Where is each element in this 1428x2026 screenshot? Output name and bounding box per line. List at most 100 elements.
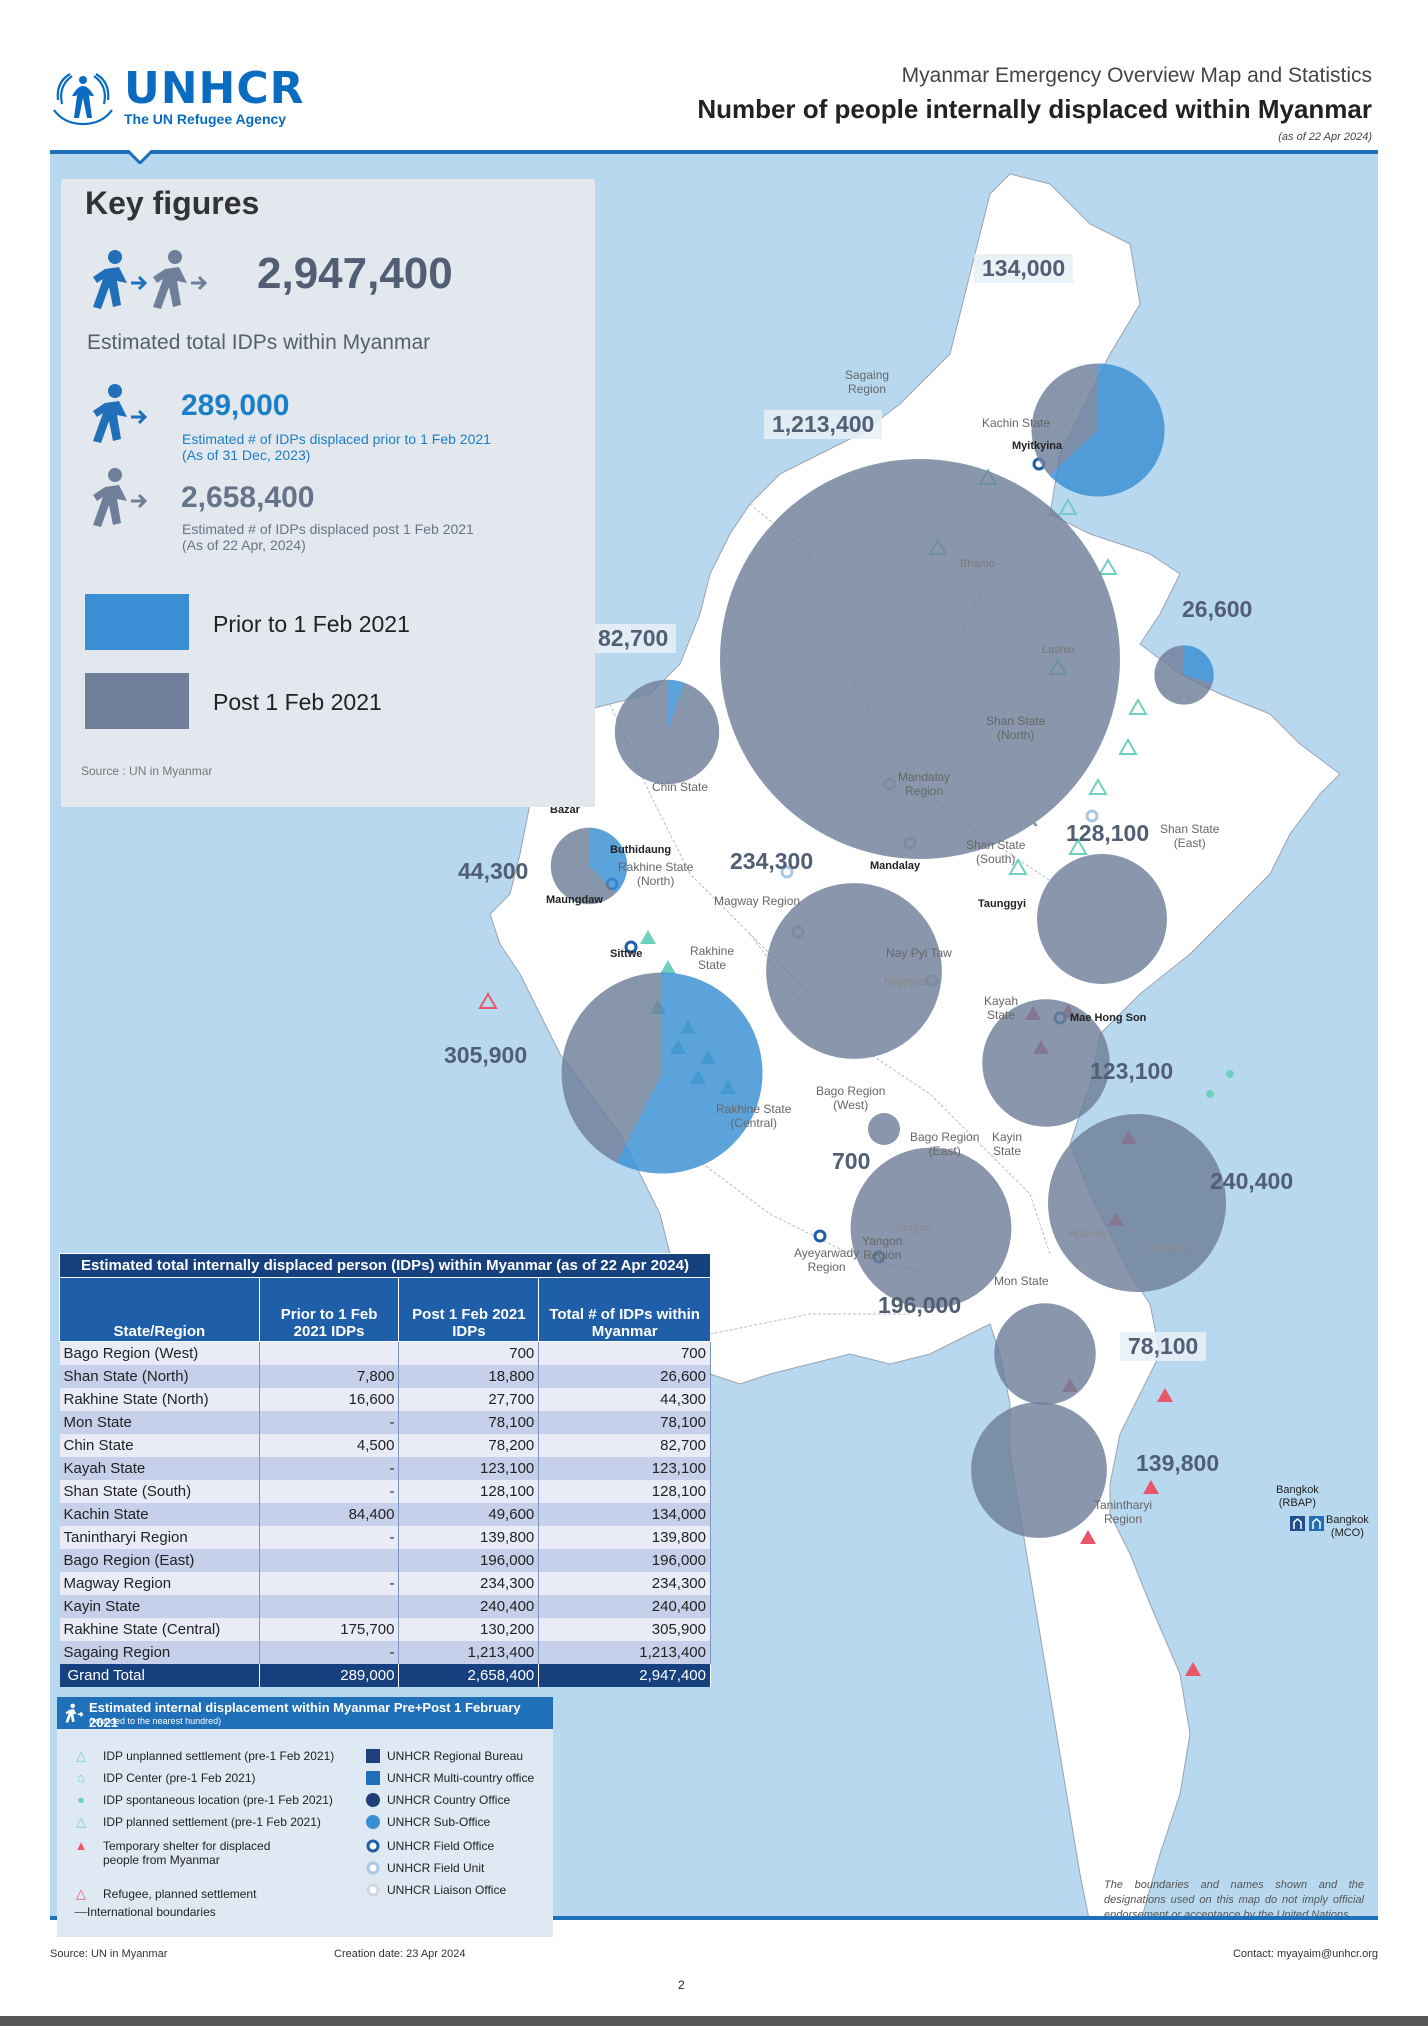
idp-bubbles-layer	[550, 363, 1227, 1538]
post-idps-icon	[93, 468, 148, 527]
bubble-post-slice	[1037, 854, 1167, 984]
table-row: Chin State 4,500 78,200 82,700	[59, 1433, 711, 1457]
cell-total: 78,100	[538, 1410, 711, 1434]
cell-region: Kayah State	[59, 1456, 260, 1480]
label-kachin: Kachin State	[982, 416, 1051, 430]
grand-total-all: 2,947,400	[538, 1663, 711, 1687]
city-mae-sot: Mae Sot	[1146, 1242, 1187, 1254]
table-header-total: Total # of IDPs within Myanmar	[538, 1277, 711, 1342]
refugee-settlement-markers	[478, 991, 498, 1009]
cell-post: 240,400	[398, 1594, 540, 1618]
city-taunggyi: Taunggyi	[978, 898, 1027, 910]
value-chin: 82,700	[590, 624, 677, 653]
unhcr-emblem-icon	[53, 73, 113, 126]
bubble-post-slice	[994, 1303, 1096, 1405]
cell-prior: -	[259, 1571, 400, 1595]
page-title: Number of people internally displaced wi…	[697, 94, 1372, 124]
cell-total: 44,300	[538, 1387, 711, 1411]
label-bangkok-rbap: Bangkok (RBAP)	[1276, 1484, 1319, 1509]
idp-center-icon: ⌂	[77, 1770, 85, 1785]
legend-header: Estimated internal displacement within M…	[57, 1697, 553, 1730]
header-notch	[127, 150, 153, 164]
temporary-shelter-icon: ▲	[74, 1838, 88, 1853]
cell-region: Magway Region	[59, 1571, 260, 1595]
table-row: Rakhine State (Central) 175,700 130,200 305…	[59, 1617, 711, 1641]
table-row: Rakhine State (North) 16,600 27,700 44,300	[59, 1387, 711, 1411]
value-tanintharyi: 139,800	[1136, 1450, 1220, 1476]
refugee-settlement-icon: △	[76, 1886, 86, 1901]
label-yangon: Yangon Region	[862, 1234, 903, 1262]
cell-region: Shan State (North)	[59, 1364, 260, 1388]
cell-total: 128,100	[538, 1479, 711, 1503]
key-figures-source: Source : UN in Myanmar	[81, 764, 213, 778]
label-shan-north: Shan State (North)	[986, 714, 1046, 742]
city-mandalay: Mandalay	[870, 860, 921, 872]
key-figures-panel: Key figures 2,947,400 Estimated total ID…	[61, 179, 595, 807]
cell-total: 234,300	[538, 1571, 711, 1595]
cell-region: Kayin State	[59, 1594, 260, 1618]
post-idps-value: 2,658,400	[181, 481, 315, 514]
country-label: MYANMAR	[840, 800, 1048, 833]
label-bangkok-mco: Bangkok (MCO)	[1326, 1514, 1369, 1539]
cell-total: 82,700	[538, 1433, 711, 1457]
cell-prior: -	[259, 1525, 400, 1549]
legend-item: UNHCR Sub-Office	[387, 1815, 491, 1829]
bubble-bago-east	[850, 1147, 1012, 1309]
map-disclaimer: The boundaries and names shown and the d…	[1104, 1879, 1364, 1920]
cell-region: Tanintharyi Region	[59, 1525, 260, 1549]
city-buthidaung: Buthidaung	[610, 844, 672, 856]
city-bhamo: Bhamo	[960, 558, 995, 570]
cell-post: 139,800	[398, 1525, 540, 1549]
cell-post: 700	[398, 1341, 540, 1365]
cell-prior: -	[259, 1410, 400, 1434]
cell-post: 1,213,400	[398, 1640, 540, 1664]
table-row: Magway Region -234,300 234,300	[59, 1571, 711, 1595]
cell-prior: -	[259, 1456, 400, 1480]
field-office-icon	[366, 1839, 380, 1853]
bubble-chin	[614, 679, 720, 785]
bottom-bar	[0, 2016, 1428, 2026]
cell-post: 27,700	[398, 1387, 540, 1411]
spontaneous-location-icon: ●	[77, 1792, 85, 1807]
prior-idps-value: 289,000	[181, 389, 290, 422]
legend-item: Temporary shelter for displaced people f…	[103, 1839, 271, 1867]
bubble-kayah	[982, 999, 1110, 1127]
cell-prior	[259, 1548, 400, 1572]
table-row: Tanintharyi Region -139,800 139,800	[59, 1525, 711, 1549]
city-naypyitaw: Naypyitaw	[884, 976, 935, 988]
grand-total-post: 2,658,400	[398, 1663, 540, 1687]
value-shan-south: 128,100	[1066, 820, 1150, 846]
city-sittwe: Sittwe	[610, 948, 643, 960]
legend-item: IDP Center (pre-1 Feb 2021)	[103, 1771, 256, 1785]
bubble-prior-slice	[1184, 645, 1214, 683]
bubble-mon	[994, 1303, 1096, 1405]
total-idps-label: Estimated total IDPs within Myanmar	[87, 331, 431, 354]
cell-prior: 4,500	[259, 1433, 400, 1457]
legend-item: IDP unplanned settlement (pre-1 Feb 2021…	[103, 1749, 335, 1763]
post-idps-label: Estimated # of IDPs displaced post 1 Feb…	[182, 521, 474, 553]
bubble-post-slice	[850, 1147, 1012, 1309]
country-office-icon	[366, 1793, 380, 1807]
table-grand-total-row: Grand Total 289,000 2,658,400 2,947,400	[59, 1663, 711, 1687]
cell-total: 240,400	[538, 1594, 711, 1618]
cell-prior	[259, 1341, 400, 1365]
bubble-bago-west	[868, 1113, 900, 1145]
legend-label-prior: Prior to 1 Feb 2021	[213, 611, 410, 637]
legend-subtitle: (rounded to the nearest hundred)	[89, 1716, 222, 1726]
bubble-prior-slice	[1049, 363, 1165, 497]
label-rakhine-north: Rakhine State (North)	[618, 860, 694, 888]
legend-label-post: Post 1 Feb 2021	[213, 689, 382, 715]
cell-prior: 175,700	[259, 1617, 400, 1641]
bubble-prior-slice	[667, 679, 685, 732]
idp-table: Estimated total internally displaced per…	[59, 1253, 711, 1687]
legend-item: UNHCR Liaison Office	[387, 1883, 507, 1897]
cell-total: 196,000	[538, 1548, 711, 1572]
cell-total: 700	[538, 1341, 711, 1365]
value-shan-north: 26,600	[1182, 596, 1253, 622]
legend-item: International boundaries	[87, 1905, 216, 1919]
legend-item: Refugee, planned settlement	[103, 1887, 257, 1901]
city-lashio: Lashio	[1042, 644, 1075, 656]
bubble-shan-north	[1154, 645, 1214, 705]
legend-item: IDP planned settlement (pre-1 Feb 2021)	[103, 1815, 321, 1829]
cell-total: 1,213,400	[538, 1640, 711, 1664]
